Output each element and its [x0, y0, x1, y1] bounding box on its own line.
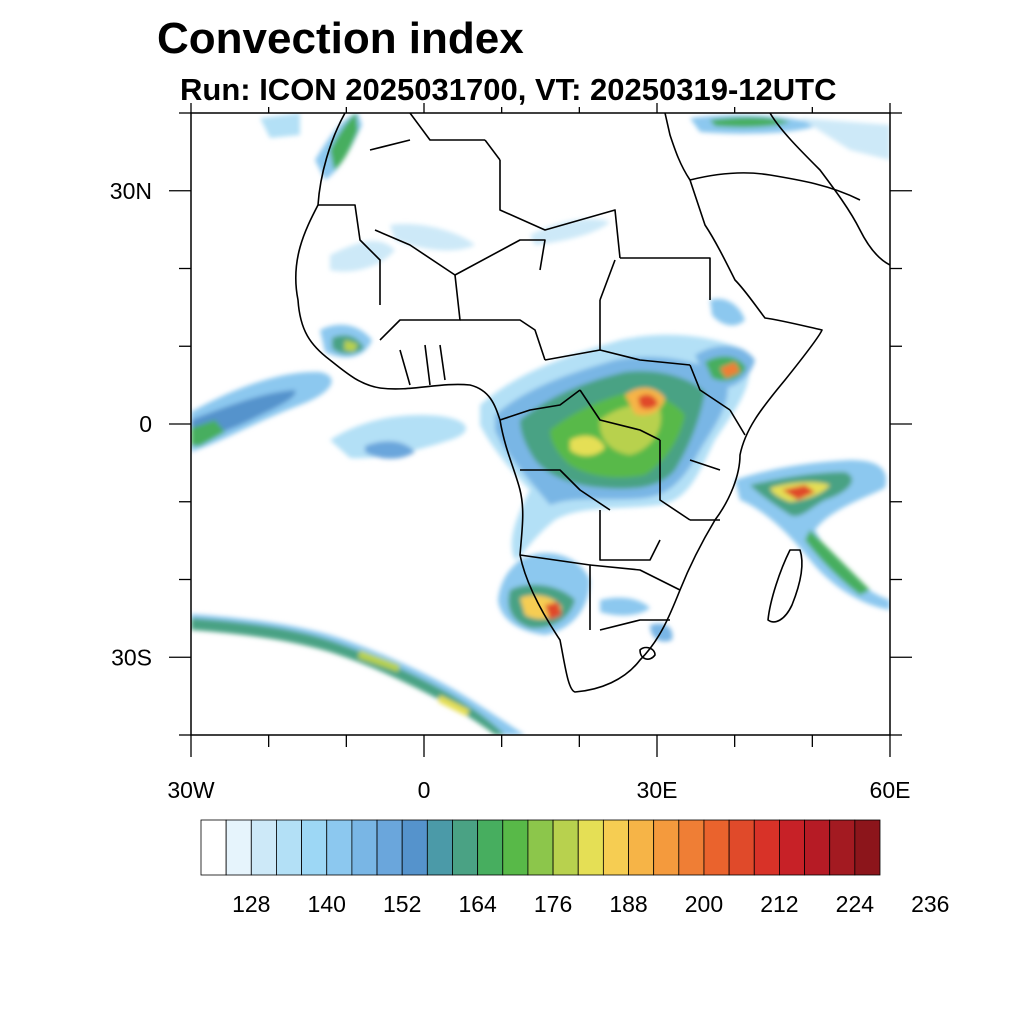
- colorbar-swatch: [779, 819, 805, 876]
- colorbar-swatch: [804, 819, 831, 876]
- colorbar-tick-label: 176: [534, 891, 572, 917]
- colorbar-swatch: [577, 819, 604, 876]
- colorbar-swatch: [552, 819, 579, 876]
- colorbar-swatch: [502, 819, 529, 876]
- colorbar-swatch: [250, 819, 277, 876]
- chart-title: Convection index: [157, 14, 524, 63]
- axis-ticks: [169, 103, 912, 757]
- lat-tick-label: 30S: [111, 644, 152, 670]
- colorbar-tick-label: 164: [458, 891, 497, 917]
- colorbar-tick-label: 188: [609, 891, 647, 917]
- colorbar-swatch: [276, 819, 302, 876]
- colorbar-swatch: [829, 819, 856, 876]
- colorbar-swatch: [678, 819, 705, 876]
- lat-tick-label: 30N: [110, 178, 152, 204]
- colorbar-tick-label: 236: [911, 891, 949, 917]
- colorbar-swatch: [527, 819, 554, 876]
- colorbar-swatch: [628, 819, 655, 876]
- colorbar-swatch: [351, 819, 378, 876]
- colorbar-tick-label: 128: [232, 891, 270, 917]
- plot-frame: [190, 112, 891, 736]
- colorbar-swatch: [376, 819, 403, 876]
- chart-subtitle: Run: ICON 2025031700, VT: 20250319-12UTC: [180, 72, 837, 107]
- lat-tick-label: 0: [139, 411, 152, 437]
- colorbar-swatch: [326, 819, 353, 876]
- colorbar-tick-label: 140: [308, 891, 346, 917]
- colorbar-swatch: [452, 819, 479, 876]
- colorbar-tick-label: 152: [383, 891, 421, 917]
- colorbar-swatch: [753, 819, 780, 876]
- lon-tick-label: 60E: [870, 777, 911, 803]
- lon-tick-label: 30E: [637, 777, 678, 803]
- colorbar-swatch: [653, 819, 680, 876]
- convection-field: [191, 113, 890, 735]
- country-boundaries: [294, 113, 890, 693]
- colorbar-swatch: [854, 819, 881, 876]
- colorbar-swatch: [401, 819, 428, 876]
- colorbar-tick-label: 224: [836, 891, 875, 917]
- colorbar-labels: 128 140 152 164 176 188 200 212 224 236: [232, 891, 949, 917]
- colorbar-swatch: [225, 819, 252, 876]
- colorbar-swatch: [477, 819, 504, 876]
- colorbar-swatch: [426, 819, 453, 876]
- lon-tick-label: 0: [418, 777, 431, 803]
- lon-tick-label: 30W: [167, 777, 215, 803]
- colorbar-tick-label: 212: [760, 891, 798, 917]
- colorbar-swatch: [301, 819, 328, 876]
- colorbar-swatch: [728, 819, 755, 876]
- colorbar: [200, 819, 881, 876]
- axis-tick-labels: 30W 0 30E 60E 30N 0 30S: [110, 178, 911, 803]
- colorbar-swatch: [703, 819, 730, 876]
- colorbar-swatch: [602, 819, 629, 876]
- colorbar-tick-label: 200: [685, 891, 723, 917]
- colorbar-swatch: [200, 819, 227, 876]
